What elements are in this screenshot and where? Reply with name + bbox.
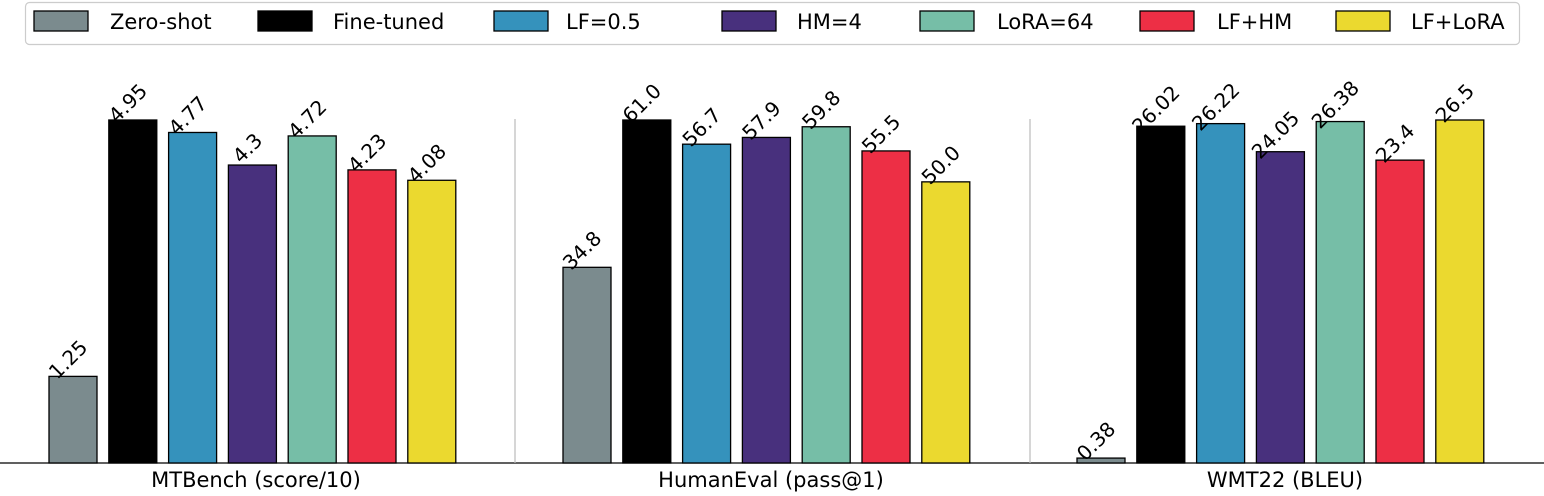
bar-hm-4 [1255, 151, 1306, 464]
bar-lora-64 [287, 135, 337, 464]
legend-swatch [493, 10, 549, 32]
bar-lf-lora [1435, 119, 1485, 464]
legend-item-lora-64: LoRA=64 [919, 10, 1094, 34]
bar-fine-tuned [622, 119, 672, 464]
bar-value-label: 4.3 [228, 128, 267, 167]
legend-label: HM=4 [797, 10, 862, 34]
bar-zero-shot [48, 375, 98, 464]
bar-lora-64 [1315, 120, 1365, 464]
x-category-label: WMT22 (BLEU) [1207, 468, 1363, 492]
legend-label: LoRA=64 [997, 10, 1094, 34]
legend-item-fine-tuned: Fine-tuned [257, 10, 444, 34]
bar-lf-lora [407, 179, 457, 464]
legend-label: Zero-shot [110, 10, 212, 34]
legend-swatch [1139, 10, 1195, 32]
legend: Zero-shot Fine-tuned LF=0.5 HM=4 LoRA=64 LF+H… [24, 1, 1521, 46]
bar-fine-tuned [108, 119, 158, 464]
x-category-label: HumanEval (pass@1) [658, 468, 884, 492]
bar-zero-shot [562, 266, 612, 464]
bar-lf-0-5 [681, 143, 732, 464]
x-category-label: MTBench (score/10) [151, 468, 361, 492]
legend-label: Fine-tuned [333, 10, 444, 34]
legend-label: LF+LoRA [1411, 10, 1505, 34]
legend-item-lf-0-5: LF=0.5 [493, 10, 641, 34]
legend-swatch [33, 10, 89, 32]
legend-item-hm-4: HM=4 [721, 10, 862, 34]
bar-lf-hm [1375, 159, 1425, 464]
legend-swatch [919, 10, 975, 32]
legend-label: LF+HM [1217, 10, 1292, 34]
bar-lora-64 [801, 126, 851, 464]
bar-lf-lora [921, 181, 971, 464]
legend-swatch [257, 10, 313, 32]
legend-swatch [1335, 10, 1391, 32]
bar-lf-hm [347, 169, 397, 464]
bar-hm-4 [227, 164, 278, 464]
legend-item-lf-lora: LF+LoRA [1335, 10, 1505, 34]
bar-hm-4 [741, 136, 792, 464]
bar-lf-hm [861, 150, 911, 464]
legend-label: LF=0.5 [566, 10, 641, 34]
bar-lf-0-5 [167, 131, 218, 464]
legend-item-zero-shot: Zero-shot [33, 10, 212, 34]
legend-item-lf-hm: LF+HM [1139, 10, 1292, 34]
legend-swatch [721, 10, 777, 32]
bar-fine-tuned [1136, 125, 1186, 464]
bar-lf-0-5 [1195, 122, 1246, 464]
bar-zero-shot [1076, 457, 1126, 464]
